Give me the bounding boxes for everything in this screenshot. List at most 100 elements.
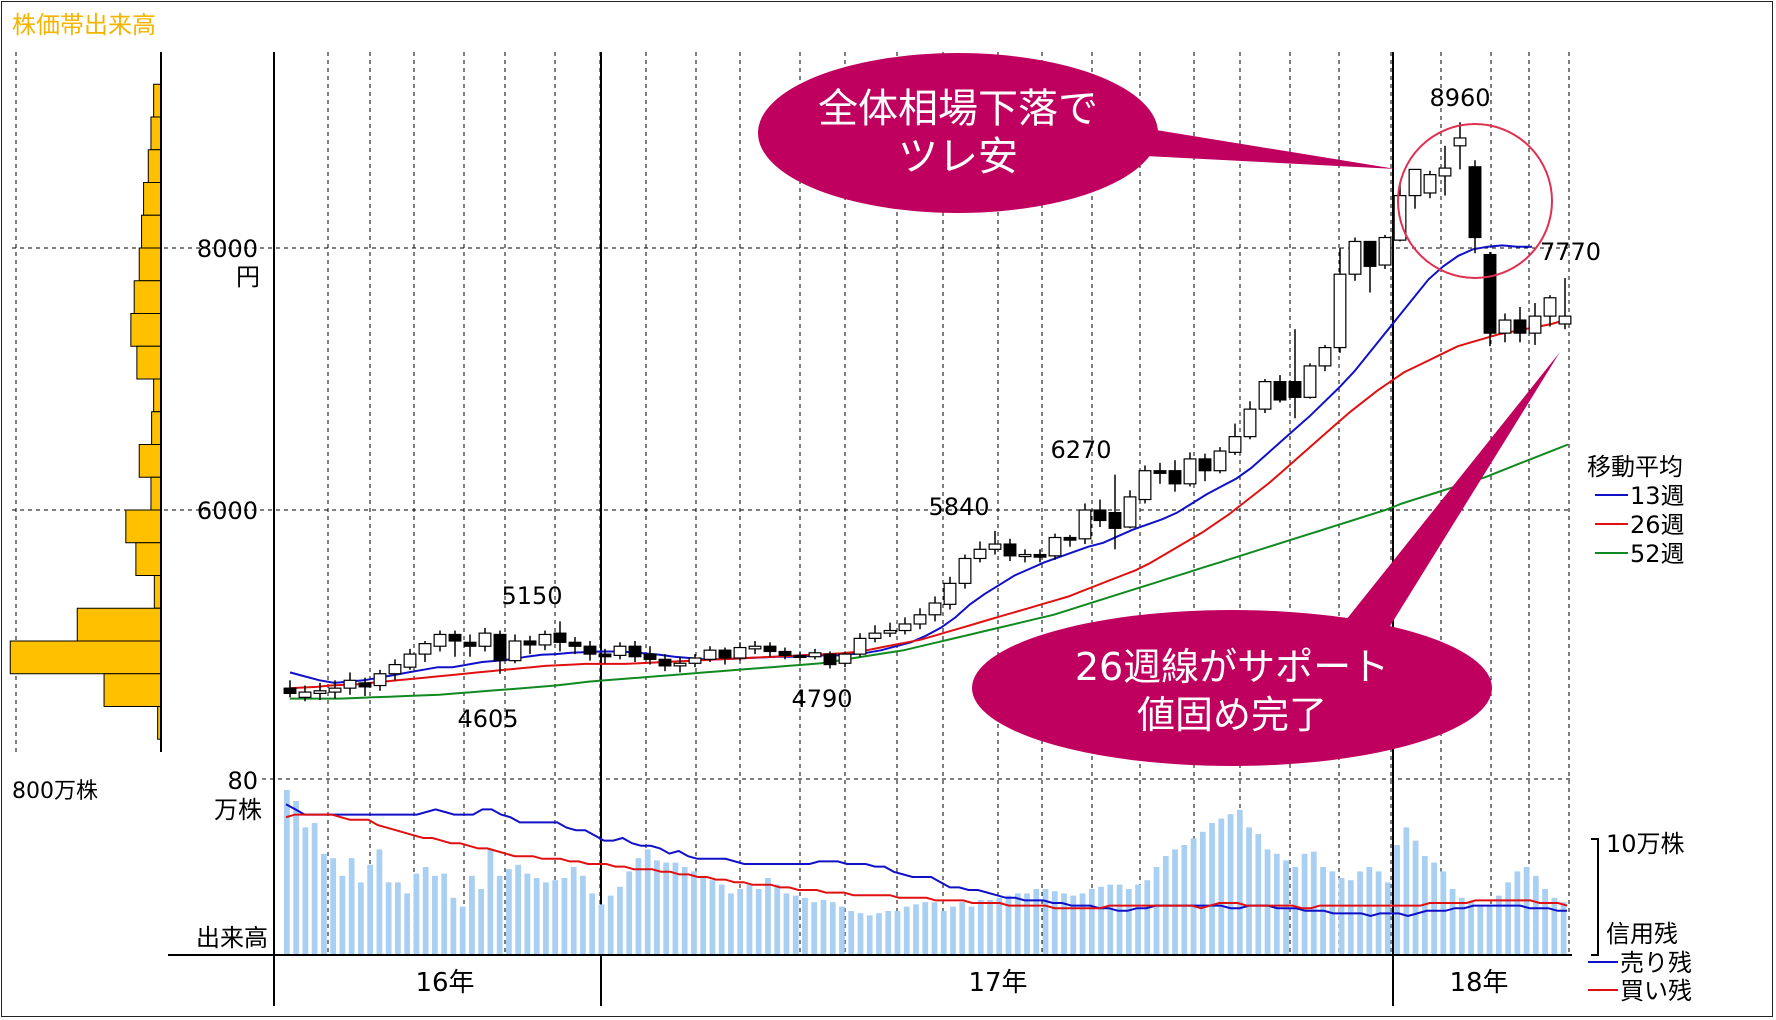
callout-pointer-bottom	[1330, 352, 1560, 652]
volume-bar-109	[1292, 867, 1299, 955]
callout-bubble-top: 全体相場下落で ツレ安	[758, 53, 1396, 213]
volume-bar-111	[1310, 851, 1317, 955]
candle-body-66	[1273, 381, 1287, 401]
volume-bar-128	[1468, 902, 1474, 955]
volume-bar-58	[820, 900, 827, 955]
volume-bar-31	[570, 867, 577, 955]
volume-bar-122	[1412, 840, 1419, 955]
profile-bar-0	[153, 83, 162, 118]
x-tick-16: 16年	[415, 968, 474, 998]
candle-body-24	[643, 653, 657, 660]
candle-body-25	[658, 658, 672, 667]
volume-bar-84	[1061, 893, 1067, 955]
candle-body-64	[1243, 408, 1257, 438]
volume-bar-119	[1384, 882, 1391, 955]
candle-body-19	[568, 641, 582, 647]
volume-bar-134	[1523, 867, 1530, 955]
annotation-6270: 6270	[1050, 436, 1111, 464]
volume-bar-46	[709, 880, 716, 955]
volume-bar-55	[792, 895, 799, 955]
volume-bar-48	[728, 893, 734, 955]
volume-bar-22	[487, 849, 494, 955]
volume-bar-78	[1005, 895, 1012, 955]
volume-bar-53	[774, 884, 781, 955]
candle-body-22	[613, 645, 627, 657]
volume-bar-64	[876, 913, 882, 955]
candle-body-51	[1048, 536, 1062, 557]
candle-body-54	[1093, 509, 1107, 522]
volume-bar-105	[1255, 834, 1262, 955]
volume-bar-10	[376, 849, 383, 955]
candle-body-43	[928, 602, 942, 616]
volume-bar-85	[1070, 895, 1077, 955]
callout-top-line2: ツレ安	[898, 134, 1018, 180]
annotation-8960: 8960	[1429, 84, 1490, 112]
candle-body-40	[883, 629, 897, 634]
volume-bar-54	[783, 893, 790, 955]
volume-bar-8	[358, 882, 364, 955]
volume-bar-26	[524, 873, 531, 955]
candle-body-58	[1153, 470, 1167, 474]
candle-body-14	[493, 633, 507, 662]
volume-bar-126	[1449, 889, 1456, 955]
volume-bar-7	[348, 858, 355, 955]
volume-bar-62	[857, 913, 864, 955]
volume-bar-63	[866, 915, 873, 955]
candle-body-63	[1228, 436, 1242, 453]
candle-body-59	[1168, 470, 1182, 485]
volume-bar-73	[959, 902, 966, 955]
ma52-line	[290, 443, 1569, 700]
volume-bar-117	[1366, 867, 1373, 955]
volume-bar-70	[931, 902, 938, 955]
candle-body-26	[673, 662, 687, 667]
candle-body-49	[1018, 553, 1032, 558]
volume-bar-67	[903, 906, 910, 955]
annotation-5150: 5150	[501, 582, 562, 610]
volume-bar-99	[1199, 831, 1206, 955]
volume-bar-21	[478, 889, 485, 955]
volume-bar-132	[1505, 882, 1511, 955]
candle-body-21	[598, 653, 612, 658]
volume-bar-14	[413, 873, 420, 955]
volume-bar-90	[1116, 884, 1123, 955]
volume-bar-123	[1421, 856, 1428, 955]
volume-bar-38	[635, 858, 642, 955]
volume-bar-96	[1172, 849, 1178, 955]
candle-body-68	[1303, 365, 1317, 398]
volume-bar-89	[1107, 884, 1114, 955]
candle-body-53	[1078, 509, 1092, 540]
volume-bar-82	[1042, 889, 1049, 955]
callout-top-line1: 全体相場下落で	[818, 86, 1098, 132]
volume-bar-69	[922, 902, 929, 955]
candle-body-18	[553, 632, 567, 643]
candle-body-17	[538, 633, 552, 646]
volume-bar-18	[450, 897, 457, 955]
volume-bar-129	[1477, 906, 1484, 955]
candle-body-79	[1468, 166, 1482, 239]
candle-body-37	[838, 653, 852, 664]
price-volume-profile	[9, 83, 162, 740]
volume-bar-12	[395, 882, 401, 955]
volume-bar-40	[654, 860, 660, 955]
candle-body-47	[988, 543, 1002, 550]
volume-bar-103	[1236, 809, 1243, 955]
profile-bar-2	[147, 149, 162, 183]
candle-body-83	[1528, 315, 1542, 334]
volume-bar-23	[496, 875, 503, 955]
volume-bar-44	[691, 871, 697, 955]
price-unit-label: 円	[236, 263, 260, 291]
price-tick-8000: 8000	[197, 235, 258, 263]
volume-bar-43	[681, 867, 688, 955]
callout-ellipse-top	[758, 53, 1158, 213]
volume-bar-125	[1440, 871, 1447, 955]
chart-title: 株価帯出来高	[12, 11, 156, 39]
candle-body-7	[388, 663, 402, 675]
volume-bar-81	[1033, 889, 1040, 955]
volume-bar-86	[1079, 893, 1086, 955]
volume-bar-9	[367, 864, 374, 955]
volume-bar-56	[802, 897, 808, 955]
volume-bar-102	[1227, 814, 1234, 955]
volume-bar-133	[1514, 871, 1521, 955]
volume-bar-77	[996, 897, 1003, 955]
